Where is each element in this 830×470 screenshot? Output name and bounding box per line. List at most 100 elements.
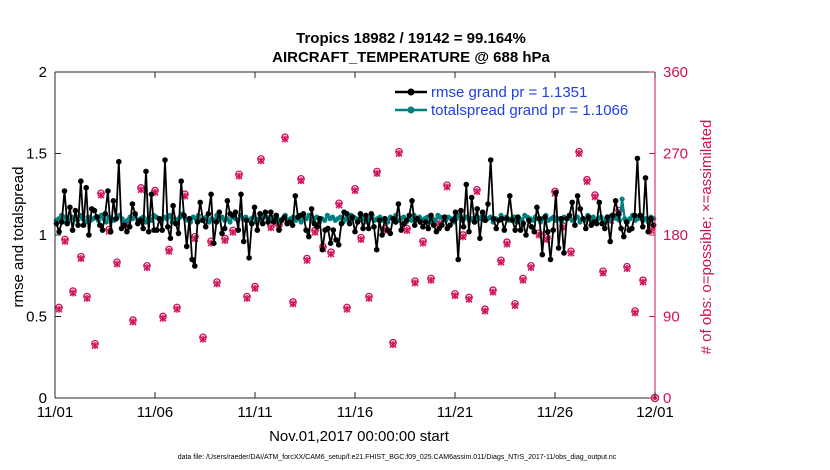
rmse-point — [523, 232, 529, 238]
rmse-point — [159, 227, 165, 233]
rmse-point — [542, 214, 548, 220]
obs-assimilated-marker — [599, 269, 607, 277]
rmse-point — [113, 215, 119, 222]
rmse-point — [164, 224, 171, 230]
rmse-point — [224, 198, 231, 204]
y-tick-label-right: 360 — [663, 64, 688, 81]
obs-assimilated-marker — [575, 149, 583, 158]
rmse-point — [78, 178, 84, 184]
rmse-point — [289, 222, 296, 228]
y-tick-label: 1.5 — [26, 146, 47, 163]
obs-assimilated-marker — [511, 302, 519, 310]
obs-assimilated-marker — [137, 186, 145, 194]
rmse-point — [395, 201, 402, 207]
rmse-point — [238, 191, 244, 198]
obs-assimilated-marker — [297, 177, 305, 185]
rmse-point — [335, 242, 342, 248]
rmse-point — [420, 224, 426, 230]
rmse-point — [360, 225, 366, 232]
rmse-point — [615, 211, 622, 217]
rmse-point — [110, 198, 117, 204]
rmse-point — [580, 215, 586, 222]
rmse-point — [219, 230, 225, 237]
rmse-point — [610, 212, 616, 219]
legend-totalspread-marker — [407, 106, 415, 114]
rmse-point — [178, 178, 184, 184]
obs-assimilated-marker — [639, 278, 647, 286]
rmse-point — [645, 228, 651, 235]
rmse-point — [577, 206, 584, 212]
rmse-point — [137, 217, 144, 224]
rmse-point — [363, 212, 369, 219]
obs-assimilated-marker — [631, 309, 639, 317]
totalspread-point — [103, 219, 109, 225]
rmse-point — [330, 227, 337, 233]
obs-assimilated-marker — [335, 201, 343, 209]
rmse-point — [607, 238, 613, 245]
rmse-point — [53, 220, 60, 227]
rmse-point — [175, 230, 182, 237]
rmse-point — [585, 214, 592, 220]
rmse-point — [398, 227, 405, 233]
rmse-point — [482, 217, 489, 224]
rmse-point — [97, 222, 103, 228]
rmse-point — [498, 215, 505, 222]
obs-assimilated-marker — [427, 276, 435, 284]
x-axis-label: Nov.01,2017 00:00:00 start — [269, 428, 450, 445]
rmse-point — [167, 235, 174, 242]
totalspread-point — [298, 219, 304, 225]
data-file-footer: data file: /Users/raeder/DAI/ATM_forcXX/… — [178, 454, 617, 461]
rmse-point — [67, 204, 73, 211]
rmse-point — [520, 220, 527, 227]
obs-assimilated-marker — [443, 183, 451, 191]
y-tick-label: 0 — [39, 390, 47, 407]
rmse-point — [192, 263, 198, 269]
obs-assimilated-marker — [129, 318, 137, 326]
rmse-point — [441, 214, 448, 220]
rmse-point — [534, 204, 540, 211]
rmse-point — [547, 256, 554, 263]
rmse-point — [466, 228, 472, 235]
rmse-point — [623, 219, 630, 225]
rmse-point — [200, 217, 206, 224]
rmse-point — [553, 189, 559, 196]
obs-assimilated-marker — [567, 249, 575, 257]
rmse-point — [273, 212, 280, 219]
obs-assimilated-marker — [357, 235, 365, 244]
obs-assimilated-marker — [623, 264, 631, 273]
rmse-point — [183, 243, 190, 250]
rmse-point — [268, 209, 274, 215]
obs-assimilated-marker — [267, 224, 275, 232]
rmse-point — [382, 215, 388, 222]
rmse-point — [439, 222, 445, 228]
rmse-point — [80, 222, 87, 228]
rmse-point — [354, 219, 361, 225]
rmse-point — [618, 225, 624, 232]
rmse-point — [292, 193, 299, 199]
obs-assimilated-marker — [527, 264, 535, 272]
rmse-point — [545, 228, 551, 235]
rmse-point — [637, 212, 643, 219]
obs-assimilated-marker — [55, 305, 63, 313]
rmse-point — [61, 188, 68, 194]
rmse-point — [94, 214, 100, 220]
obs-assimilated-marker — [77, 255, 85, 263]
plot-area — [55, 72, 655, 398]
rmse-point — [365, 225, 372, 232]
rmse-point — [257, 211, 263, 217]
rmse-point — [528, 224, 535, 230]
rmse-point — [447, 222, 453, 228]
rmse-point — [240, 238, 247, 245]
rmse-point — [555, 245, 562, 251]
rmse-point — [612, 198, 619, 204]
x-tick-label: 12/01 — [636, 404, 674, 421]
chart-title-line1: Tropics 18982 / 19142 = 99.164% — [296, 30, 526, 47]
rmse-point — [140, 225, 146, 232]
rmse-point — [105, 188, 111, 194]
rmse-point — [270, 219, 277, 225]
axes: 11/01 11/06 11/11 11/16 11/21 11/26 12/0100.51… — [26, 64, 688, 421]
rmse-point — [357, 211, 364, 217]
rmse-point — [455, 256, 462, 263]
rmse-point — [64, 220, 70, 227]
